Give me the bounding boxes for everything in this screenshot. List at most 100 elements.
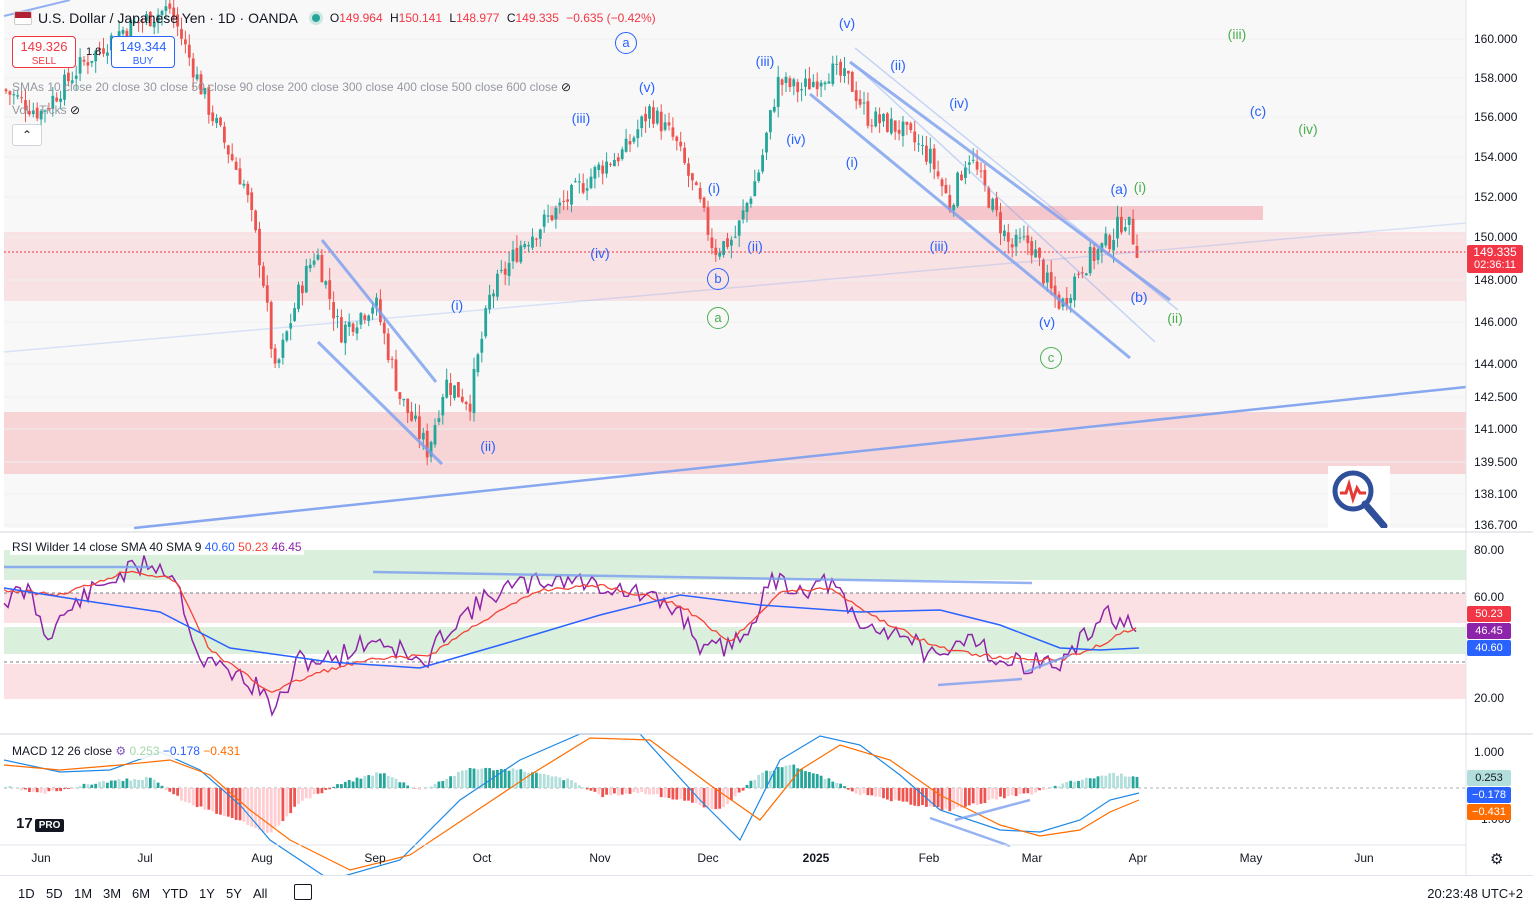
- macd-histogram-bar: [831, 782, 834, 788]
- time-tick-label: Oct: [473, 851, 492, 865]
- macd-histogram-bar: [535, 773, 538, 788]
- macd-histogram-bar: [824, 779, 827, 788]
- macd-histogram-bar: [258, 788, 261, 830]
- hidden-eye-icon[interactable]: ⊘: [70, 103, 80, 117]
- hidden-eye-icon[interactable]: ⊘: [561, 80, 571, 94]
- candle-body: [449, 383, 452, 395]
- macd-histogram-bar: [24, 788, 27, 789]
- macd-histogram-bar: [652, 788, 655, 795]
- candle-body: [508, 263, 511, 276]
- collapse-legend-button[interactable]: ⌃: [12, 124, 42, 146]
- time-tick-label: Aug: [251, 851, 272, 865]
- macd-histogram-bar: [434, 784, 437, 788]
- macd-histogram-bar: [465, 770, 468, 788]
- candle-body: [870, 125, 873, 126]
- macd-histogram-bar: [668, 788, 671, 798]
- macd-histogram-bar: [285, 788, 288, 816]
- macd-histogram-bar: [987, 788, 990, 800]
- macd-histogram-bar: [98, 782, 101, 788]
- wave-label: (i): [451, 297, 463, 313]
- candle-body: [410, 412, 413, 421]
- candle-body: [527, 245, 530, 246]
- candle-body: [168, 4, 171, 9]
- sell-button[interactable]: 149.326 SELL: [12, 36, 76, 68]
- time-tick-label: Jul: [137, 851, 152, 865]
- candle-body: [683, 148, 686, 163]
- macd-histogram-bar: [1089, 778, 1092, 788]
- candle-body: [477, 354, 480, 372]
- wave-label: (ii): [480, 438, 496, 454]
- candle-body: [633, 138, 636, 142]
- macd-histogram-bar: [40, 788, 43, 793]
- candle-body: [426, 431, 429, 457]
- candle-body: [952, 205, 955, 211]
- price-tick-label: 150.000: [1474, 230, 1517, 244]
- macd-histogram-bar: [118, 779, 121, 788]
- candle-body: [1023, 236, 1026, 237]
- candle-body: [543, 215, 546, 227]
- magnifier-icon[interactable]: [1328, 466, 1390, 528]
- range-button-3m[interactable]: 3M: [103, 886, 121, 901]
- candle-body: [574, 181, 577, 182]
- candle-body: [613, 160, 616, 166]
- macd-histogram-bar: [633, 788, 636, 792]
- candle-body: [406, 399, 409, 413]
- macd-histogram-bar: [1050, 787, 1053, 788]
- macd-histogram-bar: [313, 788, 316, 794]
- macd-legend[interactable]: MACD 12 26 close ⚙ 0.253 −0.178 −0.431: [10, 743, 242, 759]
- candle-body: [652, 107, 655, 124]
- candle-body: [586, 188, 589, 190]
- candle-body: [691, 173, 694, 180]
- candle-body: [523, 244, 526, 247]
- candle-body: [1046, 273, 1049, 283]
- rsi-value-tag: 40.60: [1467, 640, 1511, 656]
- range-button-1d[interactable]: 1D: [18, 886, 35, 901]
- macd-histogram-bar: [800, 769, 803, 788]
- rsi-legend[interactable]: RSI Wilder 14 close SMA 40 SMA 9 40.60 5…: [10, 539, 304, 555]
- wave-label: (iii): [756, 53, 775, 69]
- macd-histogram-bar: [820, 776, 823, 788]
- candle-body: [336, 316, 339, 317]
- wave-label: (a): [1110, 181, 1127, 197]
- calendar-icon[interactable]: [294, 884, 312, 900]
- candle-body: [519, 246, 522, 263]
- candle-body: [445, 380, 448, 398]
- signal-value: −0.431: [203, 744, 240, 758]
- candle-body: [668, 122, 671, 125]
- symbol-legend[interactable]: U.S. Dollar / Japanese Yen · 1D · OANDA …: [14, 10, 660, 26]
- range-button-6m[interactable]: 6M: [132, 886, 150, 901]
- macd-histogram-bar: [184, 788, 187, 802]
- volume-legend[interactable]: Vol · Ticks ⊘: [12, 103, 80, 117]
- time-tick-label: May: [1240, 851, 1263, 865]
- macd-histogram-bar: [250, 788, 253, 827]
- macd-histogram-bar: [1038, 788, 1041, 790]
- macd-histogram-bar: [211, 788, 214, 811]
- macd-histogram-bar: [44, 788, 47, 794]
- candle-body: [636, 129, 639, 138]
- candle-body: [340, 317, 343, 342]
- range-button-5y[interactable]: 5Y: [226, 886, 242, 901]
- candle-body: [278, 359, 281, 363]
- range-button-ytd[interactable]: YTD: [162, 886, 188, 901]
- smas-legend[interactable]: SMAs 10 close 20 close 30 close 50 close…: [12, 80, 571, 94]
- macd-histogram-bar: [457, 772, 460, 788]
- candle-body: [12, 94, 15, 95]
- candle-body: [391, 359, 394, 360]
- macd-histogram-bar: [1101, 776, 1104, 788]
- candle-body: [590, 177, 593, 188]
- range-button-all[interactable]: All: [253, 886, 267, 901]
- range-button-1y[interactable]: 1Y: [199, 886, 215, 901]
- range-button-1m[interactable]: 1M: [74, 886, 92, 901]
- clock[interactable]: 20:23:48 UTC+2: [1427, 886, 1523, 901]
- macd-histogram-bar: [1097, 776, 1100, 788]
- macd-histogram-bar: [586, 788, 589, 789]
- macd-histogram-bar: [67, 788, 70, 789]
- macd-histogram-bar: [375, 772, 378, 788]
- range-button-5d[interactable]: 5D: [46, 886, 63, 901]
- settings-icon[interactable]: ⚙: [115, 744, 126, 758]
- gear-icon[interactable]: ⚙: [1490, 850, 1503, 868]
- buy-button[interactable]: 149.344 BUY: [111, 36, 175, 68]
- candle-body: [83, 60, 86, 62]
- candle-body: [488, 295, 491, 310]
